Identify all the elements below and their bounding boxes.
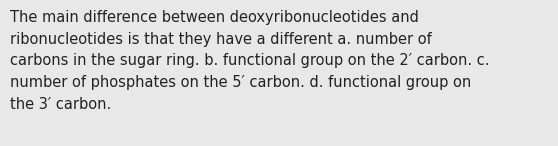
Text: The main difference between deoxyribonucleotides and
ribonucleotides is that the: The main difference between deoxyribonuc… xyxy=(10,10,489,112)
